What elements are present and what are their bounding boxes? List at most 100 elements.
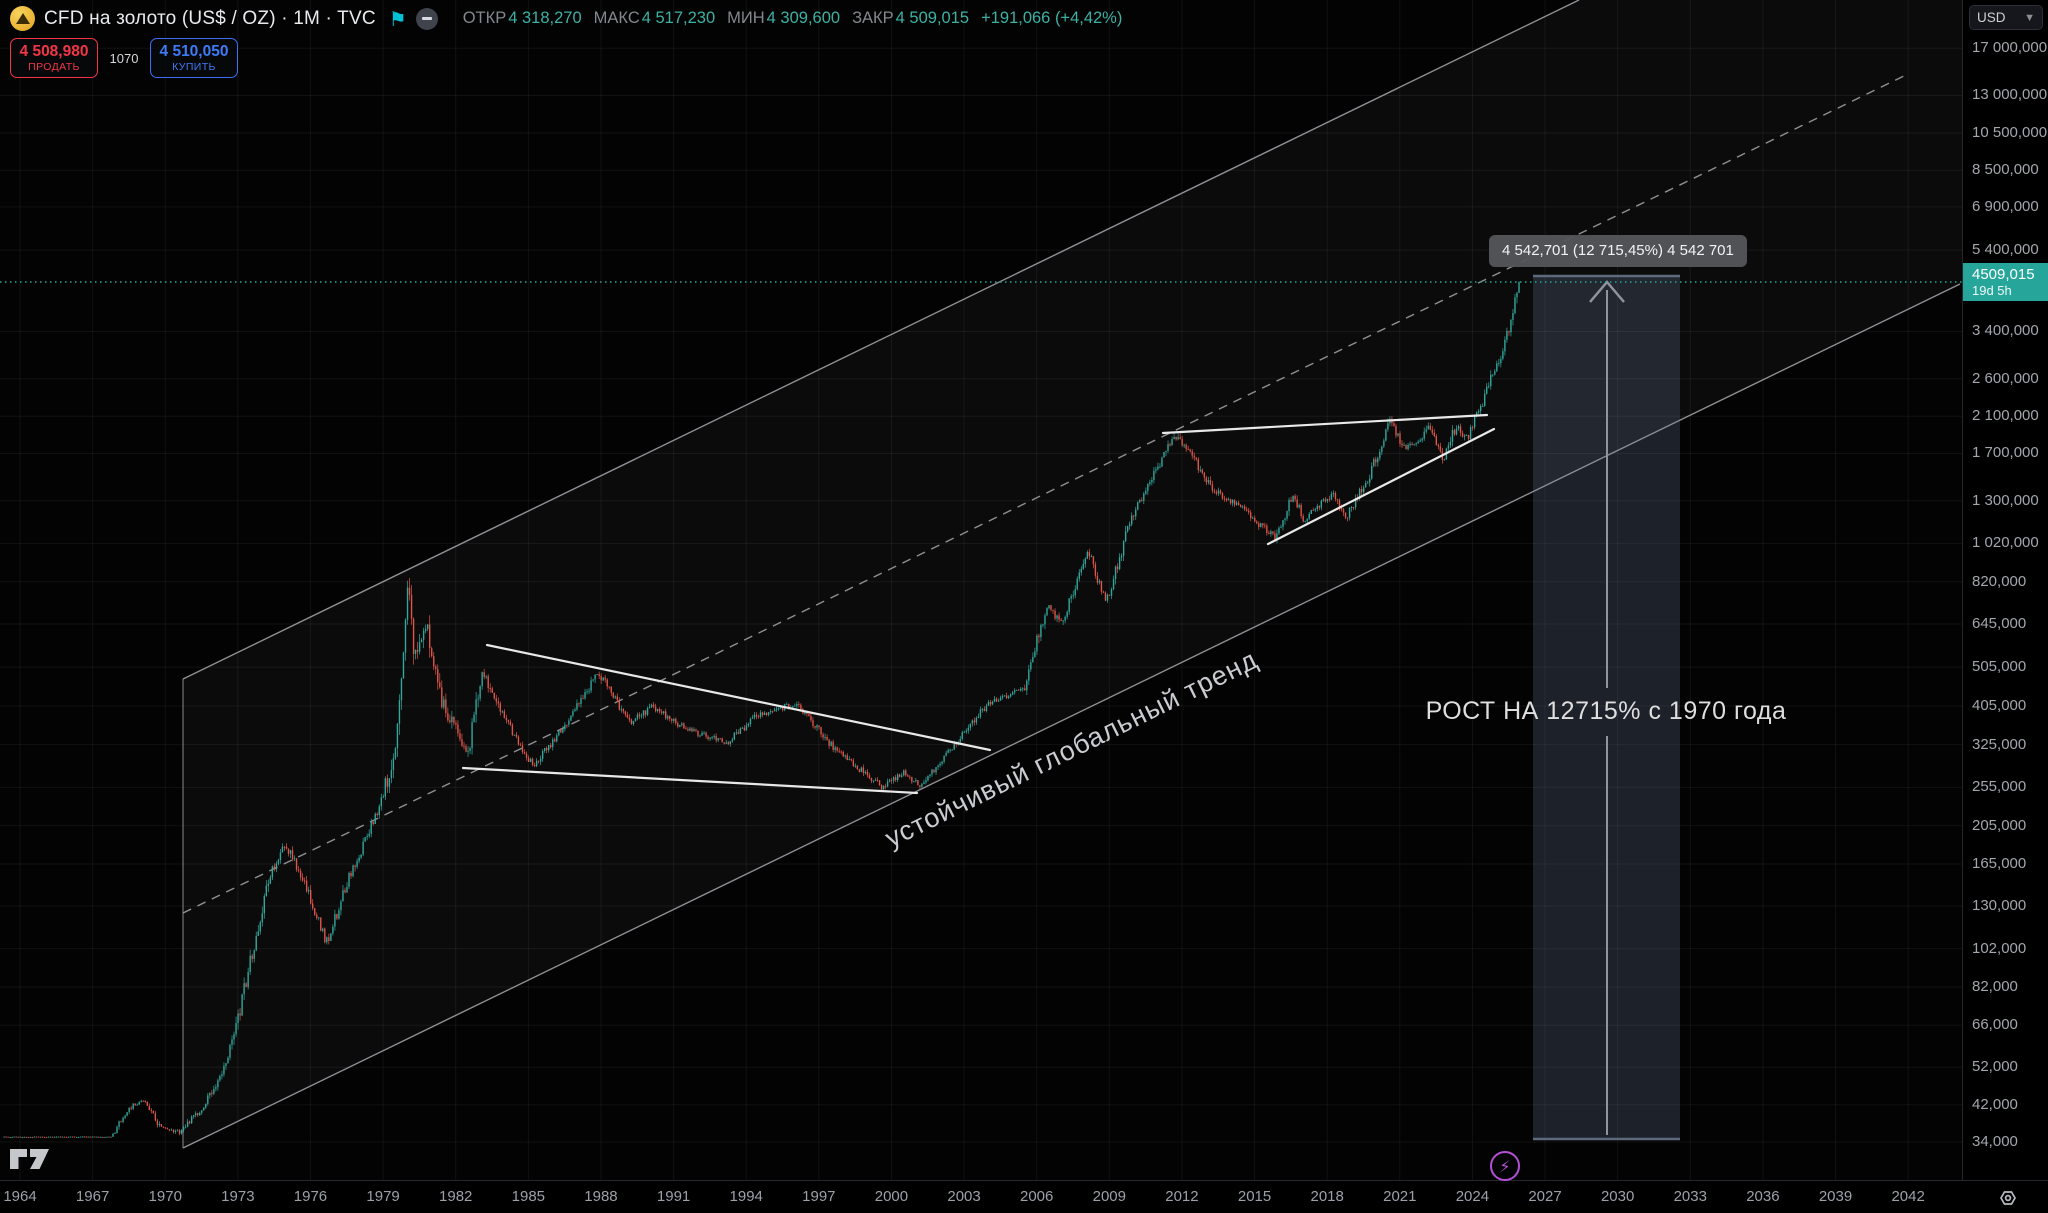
price-tick-label: 66,000 [1972,1016,2018,1034]
year-tick-label: 2039 [1818,1188,1853,1205]
price-tick-label: 130,000 [1972,896,2027,914]
price-tick-label: 645,000 [1972,615,2027,633]
year-tick-label: 1988 [584,1188,618,1205]
buy-price: 4 510,050 [159,43,229,61]
symbol-title[interactable]: CFD на золото (US$ / OZ) · 1M · TVC [44,7,376,29]
price-tick-label: 2 100,000 [1972,407,2039,425]
high-value: 4 517,230 [641,9,716,27]
year-tick-label: 2030 [1600,1188,1635,1205]
year-tick-label: 2006 [1020,1188,1054,1205]
price-tick-label: 255,000 [1972,778,2027,796]
low-label: МИН [727,9,765,27]
year-tick-label: 2012 [1165,1188,1199,1205]
year-tick-label: 2003 [947,1188,981,1205]
trend-channel-fill [183,0,1962,1148]
price-tick-label: 1 300,000 [1972,491,2039,509]
drawing-tooltip: 4 542,701 (12 715,45%) 4 542 701 [1489,235,1747,267]
down-candle-bodies [5,331,1510,1138]
buy-button[interactable]: 4 510,050 КУПИТЬ [150,38,238,78]
year-tick-label: 2009 [1092,1188,1126,1205]
bar-countdown: 19d 5h [1972,282,2012,298]
gold-symbol-icon [10,6,35,31]
price-tick-label: 10 500,000 [1972,124,2048,142]
price-tick-label: 34,000 [1972,1133,2018,1150]
price-tick-label: 820,000 [1972,572,2027,590]
current-price-badge: 4509,015 19d 5h [1963,262,2048,301]
chart-legend: CFD на золото (US$ / OZ) · 1M · TVC ⚑ ОТ… [10,6,1122,31]
close-value: 4 509,015 [895,9,970,27]
year-tick-label: 2018 [1310,1188,1344,1205]
time-axis[interactable]: 1964 1967 1970 1973 1976 1979 1982 1985 1988 1991… [0,1180,2048,1213]
year-tick-label: 2033 [1673,1188,1707,1205]
year-tick-label: 2021 [1383,1188,1417,1205]
price-tick-label: 5 400,000 [1972,241,2039,259]
change-value: +191,066 (+4,42%) [981,9,1123,27]
year-tick-label: 1973 [221,1188,255,1205]
year-tick-label: 1991 [656,1188,691,1205]
high-label: МАКС [593,9,640,27]
channel-lower-line[interactable] [182,283,1961,1149]
price-tick-label: 82,000 [1972,978,2018,996]
pattern-trendline[interactable] [461,766,919,795]
pattern-trendline[interactable] [1161,413,1489,435]
sell-price: 4 508,980 [19,43,89,61]
year-tick-label: 1970 [148,1188,182,1205]
spread-value: 1070 [109,50,139,66]
year-tick-label: 2027 [1528,1188,1562,1205]
flag-icon[interactable]: ⚑ [388,6,407,31]
open-label: ОТКР [462,9,507,27]
low-value: 4 309,600 [766,9,841,27]
year-tick-label: 2024 [1455,1188,1490,1205]
buy-label: КУПИТЬ [172,60,216,73]
year-tick-label: 1994 [729,1188,763,1205]
price-tick-label: 3 400,000 [1972,322,2039,340]
price-tick-label: 17 000,000 [1972,39,2048,57]
open-value: 4 318,270 [508,9,582,27]
price-tick-label: 42,000 [1972,1095,2018,1113]
year-tick-label: 1985 [511,1188,546,1205]
up-arrow-icon [1589,280,1625,303]
year-tick-label: 2000 [874,1188,909,1205]
year-tick-label: 1976 [293,1188,328,1205]
sell-label: ПРОДАТЬ [28,60,80,73]
price-tick-label: 1 700,000 [1972,444,2039,462]
price-tick-label: 52,000 [1972,1058,2018,1076]
year-tick-label: 2015 [1237,1188,1272,1205]
lightning-icon[interactable]: ⚡ [1490,1151,1520,1181]
price-tick-label: 2 600,000 [1972,369,2039,387]
up-candle-bodies [3,281,1520,1139]
price-tick-label: 6 900,000 [1972,197,2039,215]
axis-settings-icon[interactable] [1992,1188,2020,1208]
year-tick-label: 1964 [3,1188,37,1205]
price-tick-label: 505,000 [1972,658,2027,676]
currency-value: USD [1977,10,2006,25]
chevron-down-icon: ▼ [2024,11,2035,24]
year-tick-label: 2036 [1746,1188,1780,1205]
current-price-value: 4509,015 [1972,265,2035,283]
pattern-trendline[interactable] [485,643,992,752]
price-tick-label: 102,000 [1972,939,2027,957]
chart-canvas[interactable]: устойчивый глобальный тренд РОСТ НА 12715… [0,0,1962,1180]
channel-upper-line[interactable] [182,0,1580,680]
year-tick-label: 1997 [802,1188,836,1205]
ohlc-values: ОТКР 4 318,270 МАКС 4 517,230 МИН 4 309,600… [463,9,1123,28]
collapse-legend-icon[interactable] [415,7,438,30]
price-tick-label: 205,000 [1972,816,2027,834]
price-tick-label: 13 000,000 [1972,86,2048,104]
price-tick-label: 405,000 [1972,696,2027,714]
year-tick-label: 2042 [1891,1188,1925,1205]
price-tick-label: 1 020,000 [1972,534,2039,552]
currency-dropdown[interactable]: USD ▼ [1969,5,2043,30]
tradingview-logo[interactable] [8,1147,52,1171]
growth-annotation-text[interactable]: РОСТ НА 12715% с 1970 года [1426,697,1787,725]
year-tick-label: 1967 [75,1188,110,1205]
year-tick-label: 1982 [439,1188,473,1205]
trade-panel: 4 508,980 ПРОДАТЬ 1070 4 510,050 КУПИТЬ [10,38,238,78]
sell-button[interactable]: 4 508,980 ПРОДАТЬ [10,38,98,78]
pattern-trendline[interactable] [1266,427,1496,546]
price-tick-label: 8 500,000 [1972,161,2039,179]
close-label: ЗАКР [852,9,894,27]
price-axis[interactable]: USD ▼ 17 000,000 13 000,000 10 500,000 8 50… [1962,0,2048,1180]
price-tick-label: 165,000 [1972,854,2027,872]
